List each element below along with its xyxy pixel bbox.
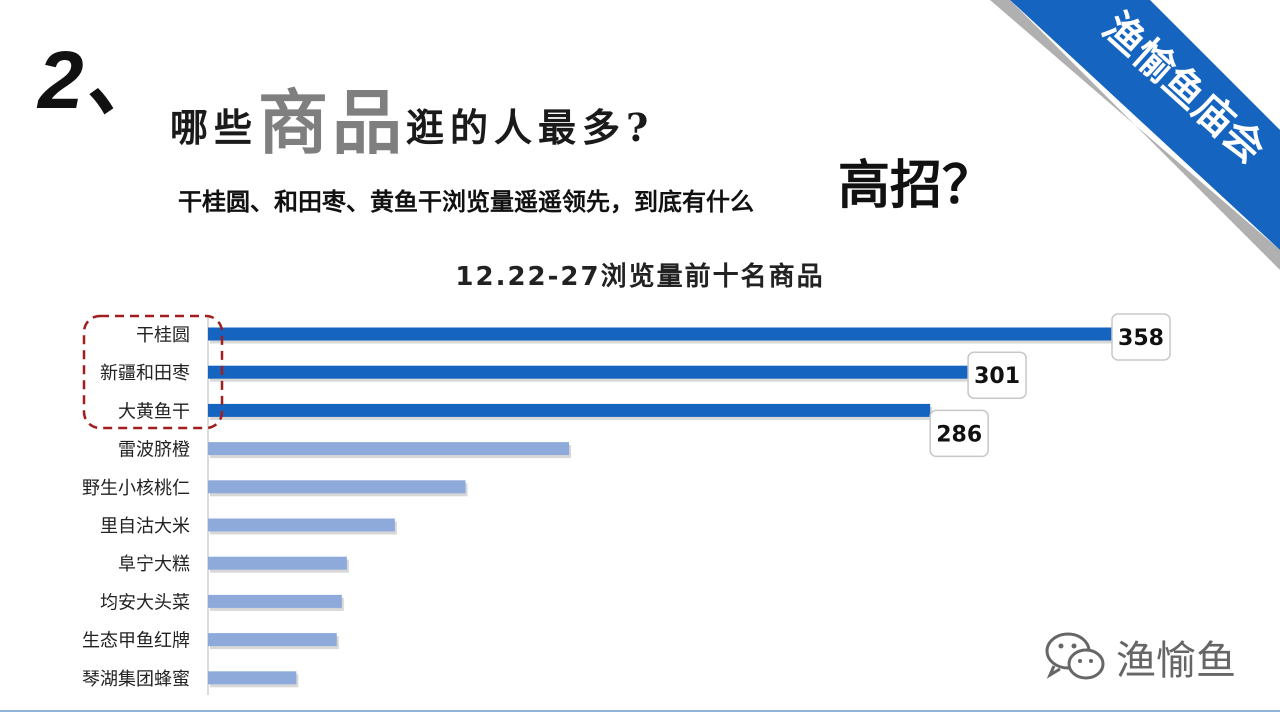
- watermark: 渔愉鱼: [1044, 628, 1236, 686]
- bar: [208, 327, 1112, 341]
- category-label: 阜宁大糕: [118, 554, 190, 575]
- wechat-icon: [1045, 632, 1105, 680]
- bar: [208, 556, 347, 570]
- title-part2: 逛的人最多?: [406, 105, 655, 150]
- data-label-box: [1111, 313, 1171, 361]
- bar: [208, 518, 395, 532]
- watermark-text: 渔愉鱼: [1116, 638, 1236, 684]
- data-label: 286: [936, 422, 982, 447]
- category-label: 干桂圆: [136, 325, 190, 346]
- bar: [208, 633, 337, 647]
- category-label: 均安大头菜: [100, 592, 190, 613]
- bottom-divider: [0, 710, 1280, 712]
- category-label: 野生小核桃仁: [82, 478, 190, 499]
- bar: [208, 442, 570, 456]
- bar: [208, 671, 297, 685]
- title-emphasis: 商品: [258, 81, 407, 164]
- bar: [208, 403, 931, 417]
- bar: [208, 365, 969, 379]
- category-label: 里自沽大米: [100, 516, 190, 537]
- section-number: 2、: [38, 35, 166, 126]
- highlight-box: [82, 314, 224, 430]
- bar: [208, 480, 466, 494]
- data-label-box: [967, 351, 1027, 399]
- subtitle-emphasis: 高招？: [838, 155, 995, 216]
- page-title: 哪些商品逛的人最多?: [170, 88, 654, 158]
- category-label: 新疆和田枣: [100, 363, 190, 384]
- data-label-box: [929, 409, 989, 458]
- title-part1: 哪些: [170, 105, 259, 150]
- category-label: 生态甲鱼红牌: [82, 631, 190, 652]
- category-label: 雷波脐橙: [118, 440, 190, 461]
- data-label: 301: [974, 364, 1020, 389]
- chart-title: 12.22-27浏览量前十名商品: [455, 262, 825, 292]
- category-label: 大黄鱼干: [118, 401, 190, 422]
- category-label: 琴湖集团蜂蜜: [82, 669, 190, 690]
- data-label: 358: [1118, 326, 1164, 351]
- bar: [208, 594, 342, 608]
- subtitle: 干桂圆、和田枣、黄鱼干浏览量遥遥领先，到底有什么: [178, 188, 754, 216]
